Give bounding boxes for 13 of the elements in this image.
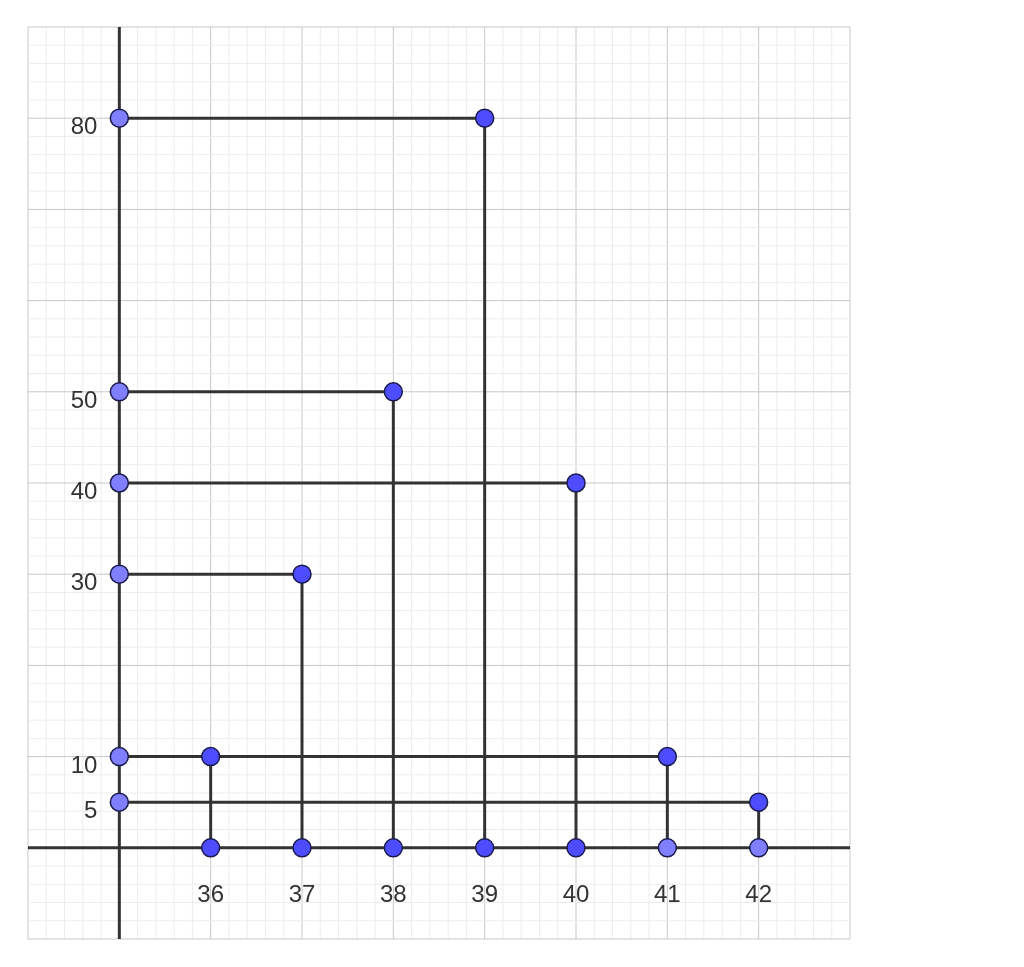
y-tick-label: 40 xyxy=(70,477,98,504)
x-tick-label: 42 xyxy=(745,879,773,907)
y-tick-label: 5 xyxy=(83,796,98,824)
x-tick-label: 41 xyxy=(653,879,681,907)
y-tick-label: 30 xyxy=(70,568,98,596)
y-tick-label: 10 xyxy=(70,750,98,778)
x-tick-label: 36 xyxy=(197,879,225,907)
y-tick-label: 50 xyxy=(70,385,98,413)
x-tick-label: 40 xyxy=(562,879,590,907)
x-tick-label: 37 xyxy=(288,879,316,907)
x-tick-label: 38 xyxy=(379,879,407,907)
x-tick-label: 39 xyxy=(471,879,499,907)
y-tick-label: 80 xyxy=(70,112,98,140)
